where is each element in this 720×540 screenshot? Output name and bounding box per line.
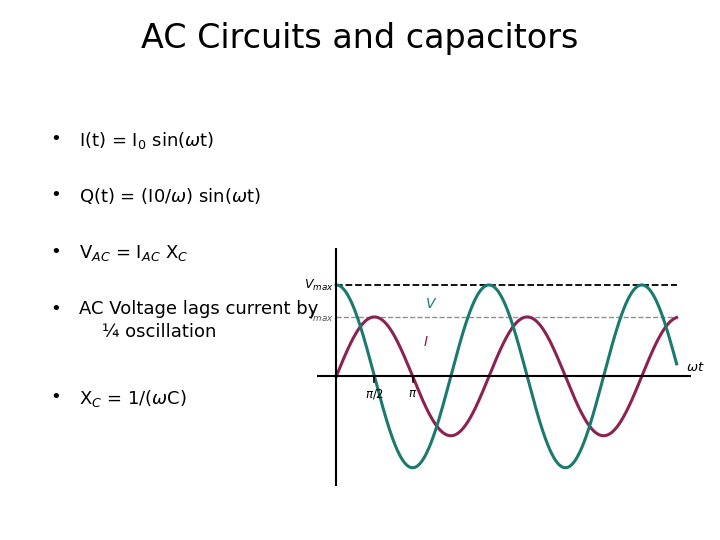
- Text: •: •: [50, 243, 61, 261]
- Text: Q(t) = (I0/$\omega$) sin($\omega$t): Q(t) = (I0/$\omega$) sin($\omega$t): [79, 186, 261, 206]
- Text: AC Circuits and capacitors: AC Circuits and capacitors: [141, 22, 579, 55]
- Text: •: •: [50, 130, 61, 147]
- Text: $\pi$: $\pi$: [408, 387, 418, 400]
- Text: $\pi$/2: $\pi$/2: [365, 387, 384, 401]
- Text: •: •: [50, 300, 61, 318]
- Text: V: V: [426, 296, 436, 310]
- Text: I(t) = I$_0$ sin($\omega$t): I(t) = I$_0$ sin($\omega$t): [79, 130, 215, 151]
- Text: •: •: [50, 186, 61, 204]
- Text: AC Voltage lags current by
    ¼ oscillation: AC Voltage lags current by ¼ oscillation: [79, 300, 318, 341]
- Text: •: •: [50, 388, 61, 406]
- Text: X$_C$ = 1/($\omega$C): X$_C$ = 1/($\omega$C): [79, 388, 187, 409]
- Text: V$_{AC}$ = I$_{AC}$ X$_C$: V$_{AC}$ = I$_{AC}$ X$_C$: [79, 243, 189, 263]
- Text: $I_{max}$: $I_{max}$: [309, 309, 334, 325]
- Text: $\omega$t: $\omega$t: [686, 361, 705, 374]
- Text: I: I: [424, 335, 428, 349]
- Text: $V_{max}$: $V_{max}$: [304, 278, 334, 293]
